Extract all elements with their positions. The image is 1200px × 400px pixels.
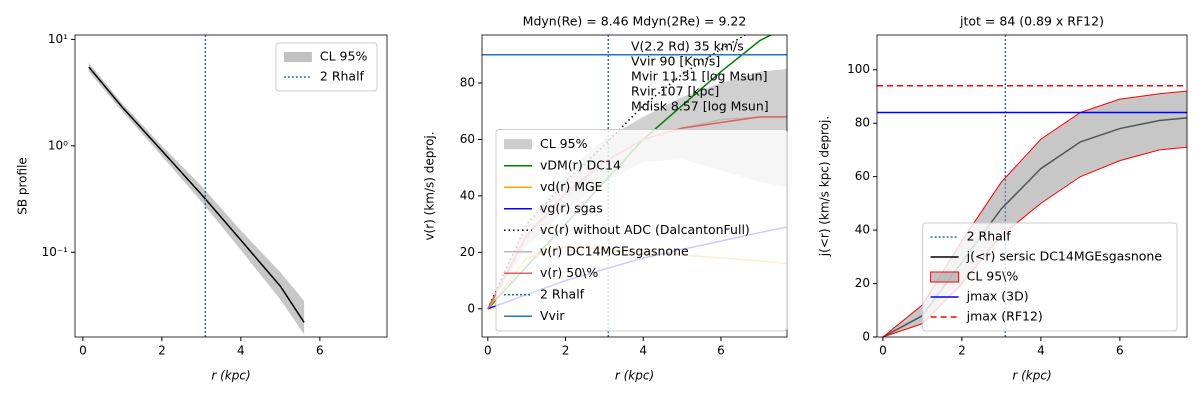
confidence-band	[487, 68, 787, 309]
legend: 2 Rhalf j(<r) sersic DC14MGEsgasnone CL 95…	[922, 222, 1178, 332]
panel: Mdyn(Re) = 8.46 Mdyn(2Re) = 9.22 r (kpc) v…	[423, 14, 788, 383]
legend: CL 95% vDM(r) DC14 vd(r) MGE vg(r) sgas vc(r…	[495, 129, 788, 332]
legend-swatch	[930, 271, 960, 283]
legend-label: jmax (3D)	[966, 289, 1029, 304]
y-tick-label: 80	[855, 116, 870, 130]
y-tick-label: 20	[855, 276, 870, 290]
data-line	[88, 66, 305, 323]
annotation: Rvir 107 [kpc]	[631, 84, 719, 99]
y-tick-label: 10¹	[48, 32, 68, 46]
y-axis-label: j(<r) (km/s kpc) deproj.	[818, 116, 832, 257]
legend-label: vDM(r) DC14	[540, 157, 621, 172]
y-tick-label: 10⁰	[48, 138, 68, 152]
legend-label: 2 Rhalf	[540, 286, 585, 301]
x-tick-label: 2	[562, 344, 570, 358]
x-tick-label: 0	[879, 344, 887, 358]
y-tick-label: 60	[855, 169, 870, 183]
x-axis-label: r (kpc)	[615, 369, 654, 383]
legend-swatch	[504, 139, 532, 150]
y-axis-label: v(r) (km/s) deproj.	[423, 131, 437, 240]
legend-label: v(r) DC14MGEsgasnone	[540, 243, 689, 258]
annotation: V(2.2 Rd) 35 km/s	[631, 39, 744, 54]
legend-swatch	[283, 52, 312, 62]
x-axis-label: r (kpc)	[1012, 369, 1051, 383]
y-tick-label: 40	[855, 223, 870, 237]
y-axis-label: SB profile	[16, 157, 30, 215]
y-tick-label: 20	[460, 245, 475, 259]
legend-label: CL 95\%	[967, 269, 1019, 284]
x-tick-label: 6	[1116, 344, 1124, 358]
y-tick-label: 100	[847, 62, 870, 76]
legend-box	[495, 129, 788, 332]
panel: jtot = 84 (0.89 x RF12) r (kpc) j(<r) (km/…	[818, 14, 1188, 383]
annotation: Mvir 11.31 [log Msun]	[631, 69, 767, 84]
legend-label: CL 95%	[320, 49, 368, 64]
legend-label: CL 95%	[540, 136, 588, 151]
x-tick-label: 4	[639, 344, 647, 358]
legend-label: jmax (RF12)	[966, 309, 1043, 324]
legend-label: vd(r) MGE	[540, 179, 603, 194]
x-axis-label: r (kpc)	[211, 369, 250, 383]
x-tick-label: 0	[79, 344, 87, 358]
axes-frame	[74, 34, 388, 338]
legend-label: v(r) 50\%	[540, 265, 598, 280]
legend-label: vg(r) sgas	[540, 200, 603, 215]
y-tick-label: 10⁻¹	[42, 245, 69, 259]
y-tick-label: 80	[460, 75, 475, 89]
plot-area	[88, 35, 305, 337]
x-tick-label: 0	[484, 344, 492, 358]
annotation: Mdisk 8.57 [log Msun]	[631, 99, 769, 114]
panel-title: Mdyn(Re) = 8.46 Mdyn(2Re) = 9.22	[523, 14, 747, 29]
panel: r (kpc) SB profile 0 2 4 6 10⁻¹ 10⁰ 10¹ CL 95% 2 R…	[16, 32, 388, 383]
panel-title: jtot = 84 (0.89 x RF12)	[959, 14, 1104, 29]
y-tick-label: 0	[467, 301, 475, 315]
x-tick-label: 2	[158, 344, 166, 358]
legend-label: vc(r) without ADC (DalcantonFull)	[540, 222, 750, 237]
y-tick-label: 0	[862, 330, 870, 344]
x-tick-label: 4	[237, 344, 245, 358]
legend-box	[922, 222, 1178, 332]
x-tick-label: 6	[316, 344, 324, 358]
x-tick-label: 6	[717, 344, 725, 358]
annotation: Vvir 90 [Km/s]	[631, 54, 720, 69]
axes-frame	[876, 34, 1188, 338]
legend-label: 2 Rhalf	[320, 69, 365, 84]
legend-label: j(<r) sersic DC14MGEsgasnone	[966, 249, 1163, 264]
x-tick-label: 4	[1037, 344, 1045, 358]
y-tick-label: 40	[460, 188, 475, 202]
legend-label: Vvir	[540, 308, 565, 323]
y-tick-label: 60	[460, 132, 475, 146]
x-tick-label: 2	[958, 344, 966, 358]
confidence-band	[88, 63, 305, 335]
legend: CL 95% 2 Rhalf	[275, 42, 378, 92]
legend-label: 2 Rhalf	[967, 229, 1012, 244]
